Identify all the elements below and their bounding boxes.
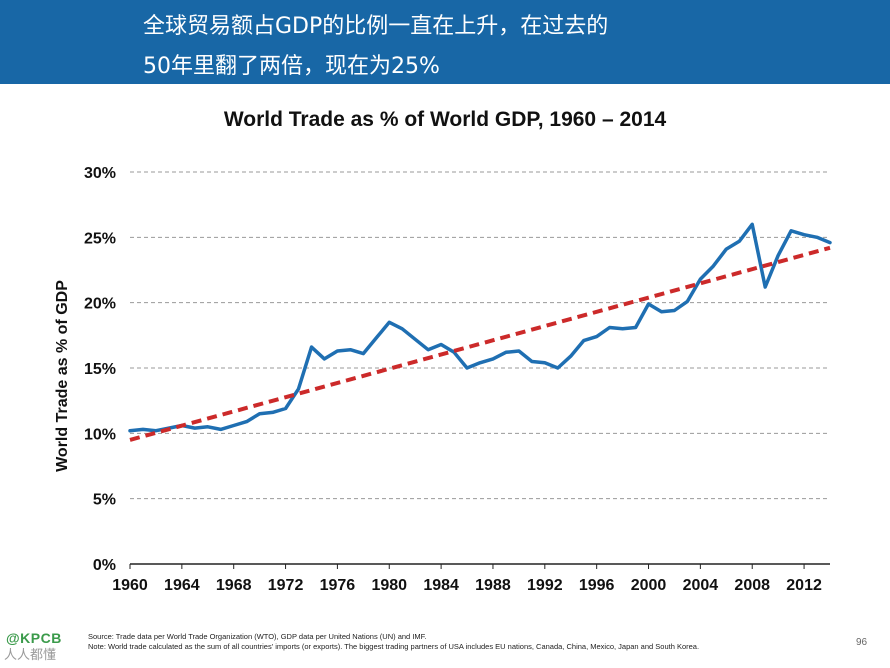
x-tick-label: 2008 xyxy=(734,577,770,594)
x-tick-label: 1980 xyxy=(371,577,407,594)
y-tick-label: 15% xyxy=(84,361,116,378)
x-tick-label: 1996 xyxy=(579,577,615,594)
slide-header: 全球贸易额占GDP的比例一直在上升，在过去的 50年里翻了两倍，现在为25% xyxy=(0,0,890,84)
header-line-2: 50年里翻了两倍，现在为25% xyxy=(143,54,440,79)
chart-title: World Trade as % of World GDP, 1960 – 20… xyxy=(223,108,667,131)
footnote-note: Note: World trade calculated as the sum … xyxy=(88,642,700,651)
x-tick-label: 1992 xyxy=(527,577,563,594)
brand-logo: @KPCB xyxy=(6,630,62,646)
trend-line xyxy=(129,245,831,442)
gridlines xyxy=(130,171,830,500)
series-group xyxy=(128,222,832,442)
x-axis: 1960 1964 1968 1972 1976 1980 1984 1988 1992 1996… xyxy=(112,563,830,594)
x-tick-label: 2012 xyxy=(786,577,822,594)
footnote: Source: Trade data per World Trade Organ… xyxy=(88,632,699,652)
x-tick-label: 1988 xyxy=(475,577,511,594)
footnote-source: Source: Trade data per World Trade Organ… xyxy=(88,632,427,641)
data-series-line xyxy=(128,222,832,433)
y-axis-label: World Trade as % of GDP xyxy=(54,280,71,472)
x-tick-label: 1964 xyxy=(164,577,200,594)
y-tick-label: 10% xyxy=(84,426,116,443)
x-tick-label: 1968 xyxy=(216,577,252,594)
x-tick-label: 1976 xyxy=(320,577,356,594)
y-tick-label: 20% xyxy=(84,296,116,313)
y-tick-labels: 0% 5% 10% 15% 20% 25% 30% xyxy=(84,165,116,574)
y-tick-label: 0% xyxy=(93,557,116,574)
watermark: 人人都懂 xyxy=(4,647,57,662)
header-line-1: 全球贸易额占GDP的比例一直在上升，在过去的 xyxy=(143,14,609,39)
x-tick-label: 1984 xyxy=(423,577,459,594)
x-tick-label: 1972 xyxy=(268,577,304,594)
page-number: 96 xyxy=(856,637,868,648)
x-tick-label: 2000 xyxy=(631,577,667,594)
x-tick-label: 2004 xyxy=(683,577,719,594)
x-tick-label: 1960 xyxy=(112,577,148,594)
y-tick-label: 25% xyxy=(84,230,116,247)
y-tick-label: 30% xyxy=(84,165,116,182)
y-tick-label: 5% xyxy=(93,492,116,509)
